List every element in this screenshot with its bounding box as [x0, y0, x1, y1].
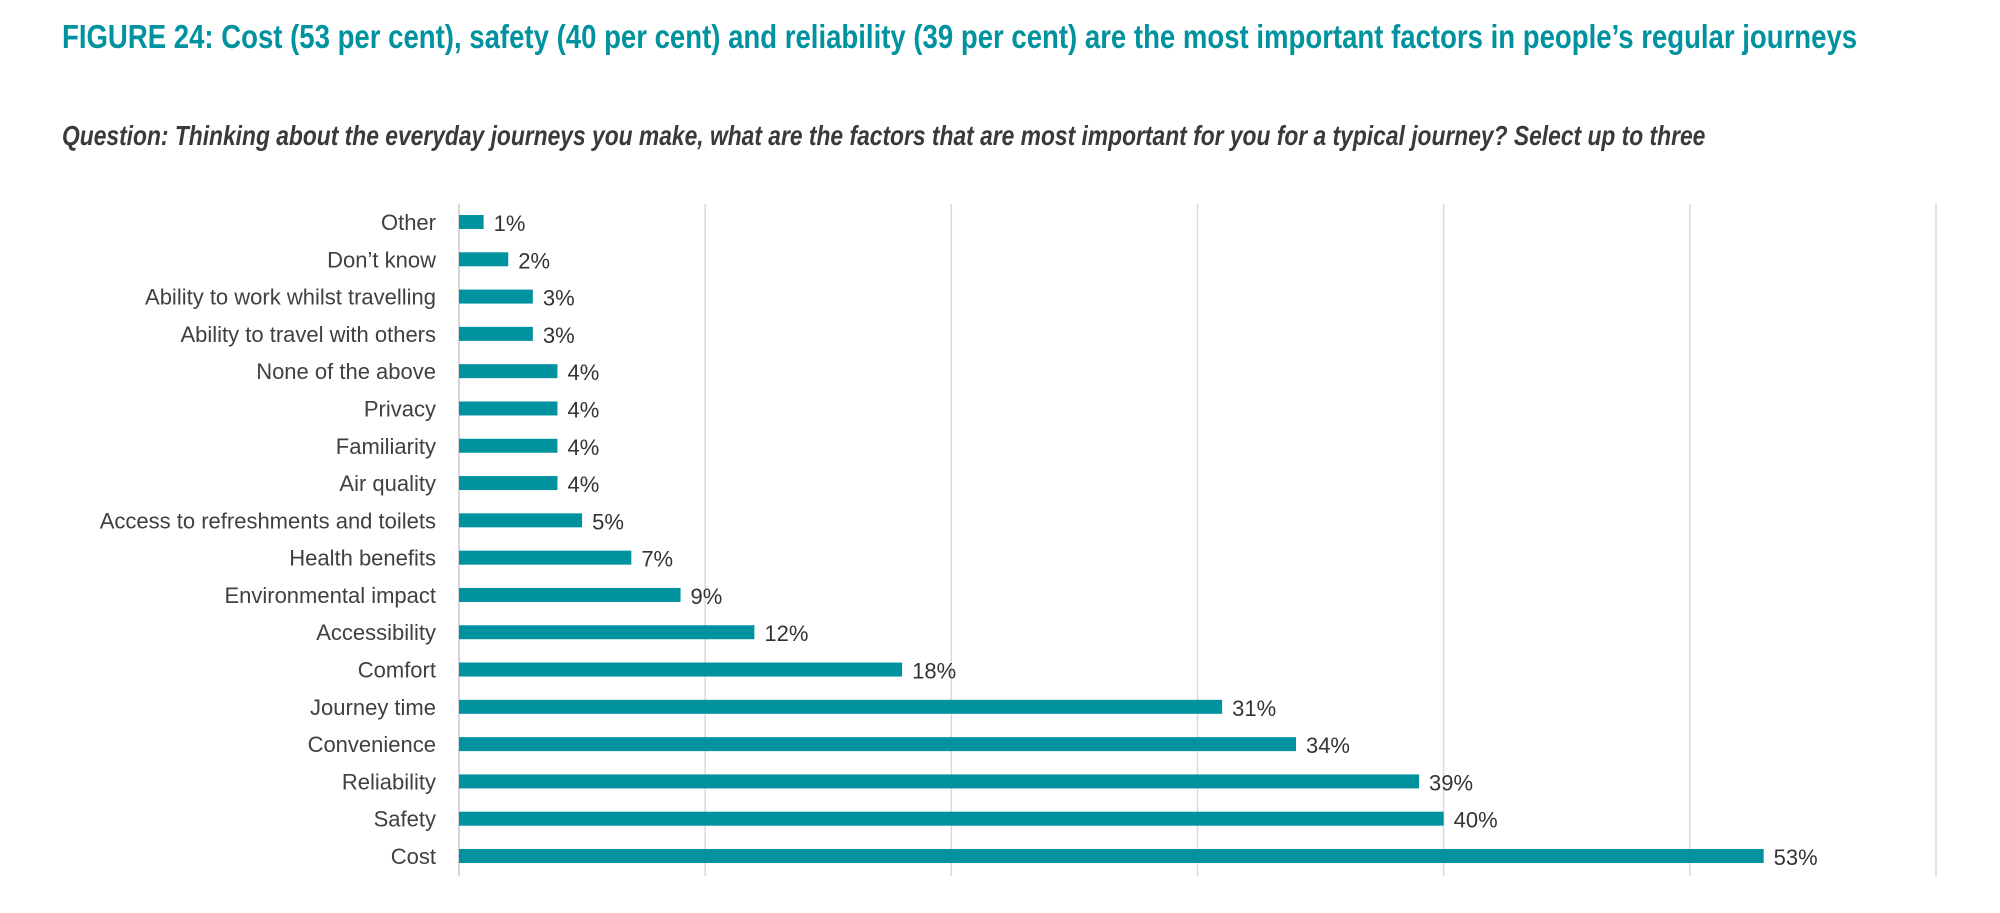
value-label: 4% [567, 397, 599, 422]
bar [459, 699, 1223, 714]
category-label: Ability to travel with others [180, 322, 436, 347]
category-label: Convenience [308, 732, 436, 757]
bar [459, 289, 533, 304]
category-label: None of the above [256, 359, 436, 384]
category-label: Cost [391, 844, 436, 869]
value-label: 5% [592, 509, 624, 534]
category-label: Health benefits [289, 546, 436, 571]
bar [459, 662, 903, 677]
category-label: Safety [374, 807, 436, 832]
figure-title: FIGURE 24: Cost (53 per cent), safety (4… [62, 18, 1858, 55]
value-label: 40% [1454, 808, 1498, 833]
bar [459, 401, 558, 416]
value-label: 9% [691, 584, 723, 609]
value-label: 39% [1429, 770, 1473, 795]
value-label: 4% [567, 360, 599, 385]
value-label: 7% [641, 547, 673, 572]
value-label: 31% [1232, 696, 1276, 721]
gridlines [458, 204, 1937, 876]
category-label: Comfort [358, 658, 436, 683]
value-label: 4% [567, 435, 599, 460]
bar [459, 513, 583, 528]
bar [459, 737, 1296, 752]
value-label: 12% [764, 621, 808, 646]
bar [459, 811, 1444, 826]
bars: Other 1% Don’t know 2% Ability to work whils… [100, 210, 1818, 870]
category-label: Privacy [364, 396, 436, 421]
value-label: 1% [494, 211, 526, 236]
value-label: 2% [518, 248, 550, 273]
value-label: 3% [543, 323, 575, 348]
value-label: 53% [1774, 845, 1818, 870]
category-label: Ability to work whilst travelling [145, 285, 436, 310]
bar [459, 326, 533, 341]
value-label: 34% [1306, 733, 1350, 758]
category-label: Air quality [339, 471, 436, 496]
category-label: Don’t know [327, 247, 436, 272]
bar [459, 774, 1420, 789]
bar [459, 849, 1764, 863]
value-label: 3% [543, 286, 575, 311]
category-label: Familiarity [336, 434, 436, 459]
question-subtitle: Question: Thinking about the everyday jo… [62, 120, 1706, 151]
bar [459, 476, 558, 491]
category-label: Reliability [342, 769, 436, 794]
value-label: 18% [912, 659, 956, 684]
category-label: Other [381, 210, 436, 235]
category-label: Journey time [310, 695, 436, 720]
bar [459, 550, 632, 565]
bar [459, 438, 558, 453]
bar [459, 625, 755, 640]
bar [459, 364, 558, 379]
bar [459, 252, 509, 267]
category-label: Access to refreshments and toilets [100, 508, 436, 533]
value-label: 4% [567, 472, 599, 497]
category-label: Environmental impact [224, 583, 436, 608]
bar [459, 587, 681, 602]
category-label: Accessibility [316, 620, 436, 645]
bar [459, 215, 484, 229]
